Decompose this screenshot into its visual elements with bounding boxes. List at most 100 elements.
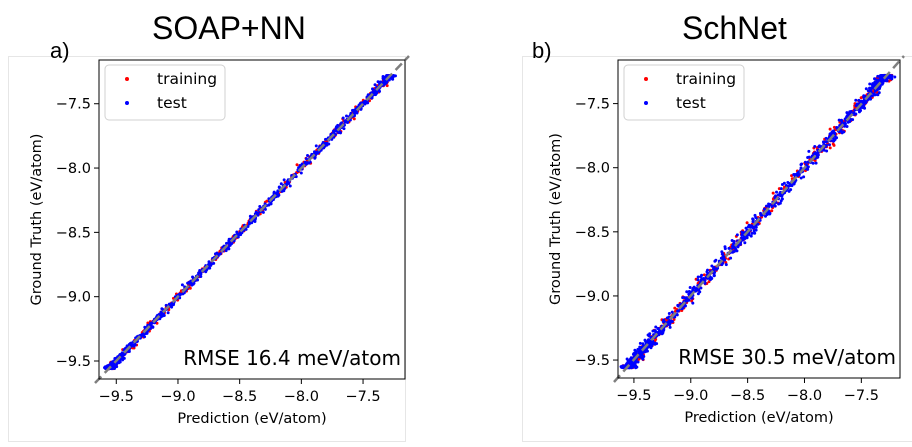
data-point xyxy=(832,125,836,129)
data-point xyxy=(859,99,863,103)
data-point xyxy=(847,112,851,116)
data-point xyxy=(254,210,258,214)
data-point xyxy=(696,278,700,282)
reference-line-y-eq-x xyxy=(94,55,410,384)
data-point xyxy=(779,194,783,198)
data-point xyxy=(636,347,640,351)
data-point xyxy=(691,288,695,292)
data-point xyxy=(759,213,763,217)
data-point xyxy=(828,132,832,136)
data-point xyxy=(736,245,740,249)
data-point xyxy=(827,143,831,147)
data-point xyxy=(676,303,680,307)
data-point xyxy=(832,129,836,133)
data-point xyxy=(873,80,877,84)
data-point xyxy=(625,357,629,361)
data-point xyxy=(181,292,185,296)
data-point xyxy=(648,332,652,336)
data-point xyxy=(642,350,646,354)
data-point xyxy=(343,119,347,123)
data-point xyxy=(720,263,724,267)
data-point xyxy=(699,286,703,290)
data-point xyxy=(703,281,707,285)
data-point xyxy=(640,353,644,357)
data-point xyxy=(122,356,126,360)
rmse-annotation: RMSE 30.5 meV/atom xyxy=(678,345,896,369)
chart-b: −9.5 −9.0 −8.5 −8.0 −7.5 −9.5 −9.0 −8.5 −8.0 −7.5… xyxy=(548,55,905,426)
data-point xyxy=(822,140,826,144)
plot-frame xyxy=(617,59,901,379)
x-tick-label: −8.0 xyxy=(284,389,319,405)
data-point xyxy=(713,270,717,274)
data-point xyxy=(244,227,248,231)
data-point xyxy=(887,76,891,80)
x-tick-label: −9.0 xyxy=(160,389,195,405)
data-point xyxy=(816,155,820,159)
data-point xyxy=(648,341,652,345)
data-point xyxy=(873,77,877,81)
data-point xyxy=(261,210,265,214)
data-point xyxy=(371,87,374,91)
plot-frame xyxy=(98,59,406,380)
data-point xyxy=(871,84,875,88)
data-point xyxy=(778,191,782,195)
data-point xyxy=(869,97,873,101)
data-point xyxy=(807,149,811,153)
data-point xyxy=(146,321,150,325)
data-point xyxy=(632,361,636,365)
legend-marker-training xyxy=(644,77,648,81)
data-point xyxy=(162,314,166,318)
data-point xyxy=(111,361,115,365)
data-point xyxy=(866,89,870,93)
x-tick-label: −8.0 xyxy=(787,388,822,404)
data-point xyxy=(651,329,655,333)
data-point xyxy=(876,74,880,78)
data-point xyxy=(870,94,874,98)
data-point xyxy=(334,125,338,129)
data-point xyxy=(764,214,768,218)
panel-a-title: SOAP+NN xyxy=(152,10,306,46)
data-point xyxy=(638,355,642,359)
data-point xyxy=(305,161,309,165)
data-point xyxy=(732,249,736,253)
data-point xyxy=(883,78,887,82)
data-point xyxy=(177,292,181,296)
data-point xyxy=(225,241,229,245)
data-point xyxy=(779,187,783,191)
data-point xyxy=(770,205,774,209)
data-point xyxy=(391,77,395,81)
data-point xyxy=(105,364,109,368)
data-point xyxy=(366,93,370,97)
data-point xyxy=(120,351,124,355)
data-point xyxy=(706,268,710,272)
data-point xyxy=(813,151,817,155)
y-axis-label: Ground Truth (eV/atom) xyxy=(29,134,45,306)
y-tick-label: −9.5 xyxy=(575,353,610,369)
data-point xyxy=(170,305,174,309)
data-point xyxy=(848,110,852,114)
data-point xyxy=(382,76,386,80)
data-point xyxy=(267,203,271,207)
data-point xyxy=(672,317,676,321)
data-point xyxy=(825,149,829,153)
x-tick-label: −9.5 xyxy=(616,388,651,404)
x-tick-label: −7.5 xyxy=(844,388,879,404)
data-point xyxy=(204,270,208,274)
data-point xyxy=(797,170,801,174)
chart-a: −9.5 −9.0 −8.5 −8.0 −7.5 −9.5 −9.0 −8.5 −8.0 −7.5… xyxy=(29,55,410,427)
data-point xyxy=(730,239,734,243)
data-point xyxy=(842,130,846,134)
data-point xyxy=(776,193,780,197)
rmse-annotation: RMSE 16.4 meV/atom xyxy=(183,346,401,370)
data-point xyxy=(771,191,775,195)
data-point xyxy=(727,246,731,250)
data-point xyxy=(712,273,716,277)
legend-label-training: training xyxy=(157,70,217,88)
data-point xyxy=(180,283,184,287)
data-point xyxy=(636,360,640,364)
data-point xyxy=(644,340,648,343)
data-point xyxy=(854,104,858,108)
data-point xyxy=(199,274,203,278)
data-point xyxy=(750,231,754,235)
